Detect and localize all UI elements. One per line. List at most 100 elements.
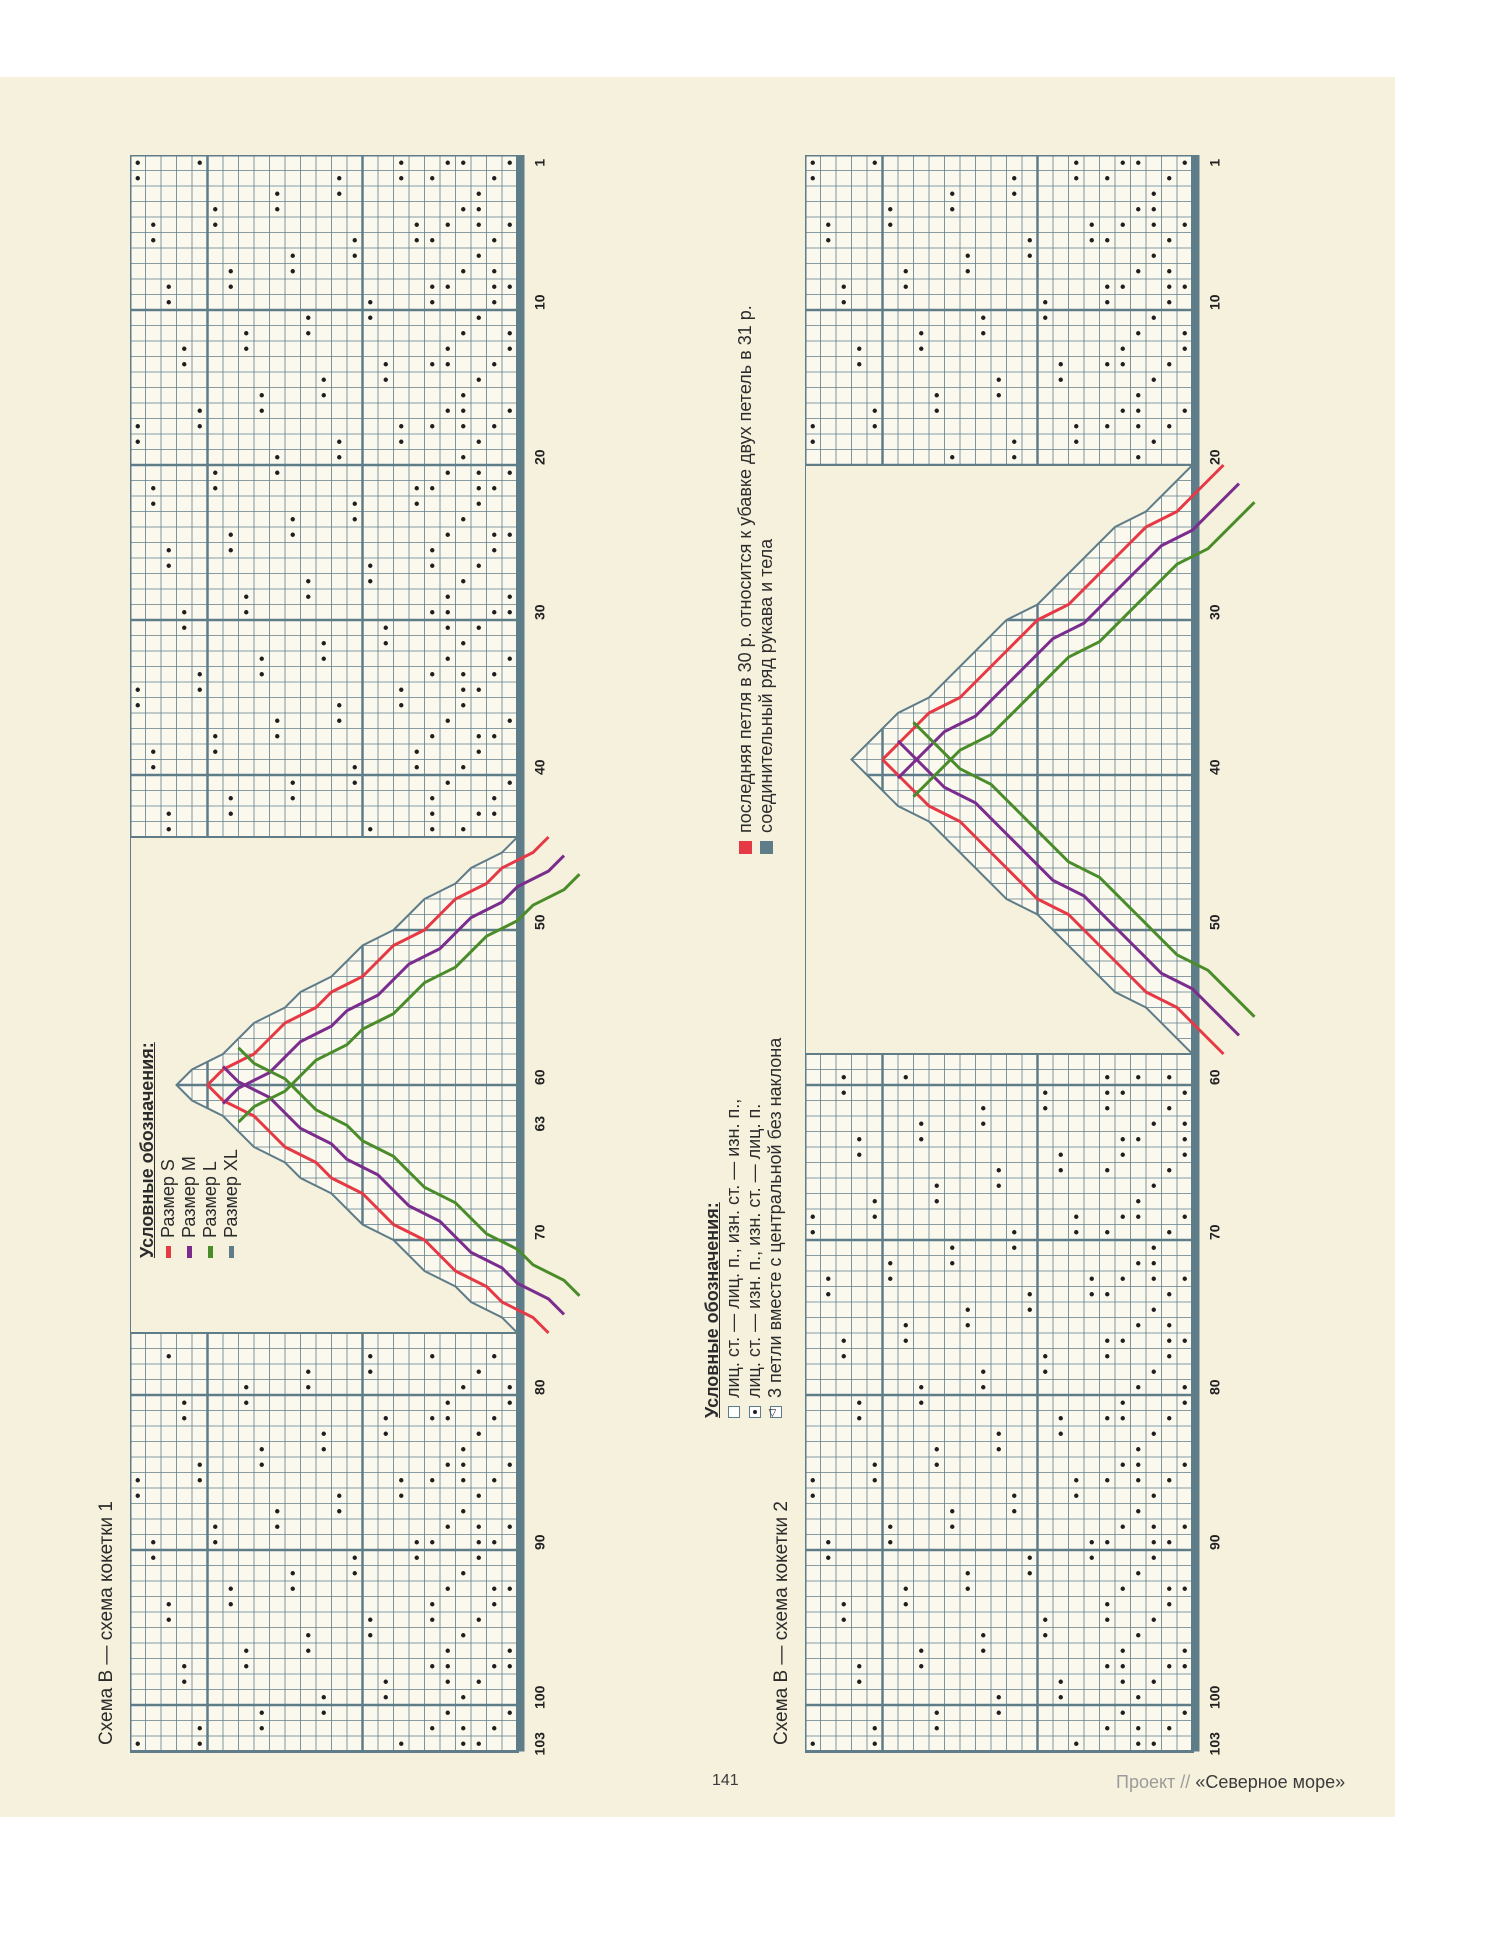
purl-dot: [182, 346, 187, 351]
purl-dot: [383, 1416, 388, 1421]
purl-dot: [414, 238, 419, 243]
purl-dot: [135, 176, 140, 181]
purl-dot: [1136, 160, 1141, 165]
purl-dot: [197, 1741, 202, 1746]
purl-dot: [399, 1741, 404, 1746]
purl-dot: [1182, 1276, 1187, 1281]
purl-dot: [1058, 1695, 1063, 1700]
purl-dot: [461, 269, 466, 274]
purl-dot: [197, 687, 202, 692]
purl-dot: [872, 1726, 877, 1731]
purl-dot: [290, 253, 295, 258]
purl-dot: [1043, 1106, 1048, 1111]
purl-dot: [430, 1726, 435, 1731]
purl-dot: [1182, 1648, 1187, 1653]
purl-dot: [445, 1416, 450, 1421]
joining-row-strip: [1192, 155, 1200, 1752]
purl-dot: [826, 1292, 831, 1297]
purl-dot: [383, 641, 388, 646]
size-line: [912, 721, 1256, 1018]
purl-dot: [1105, 1106, 1110, 1111]
purl-dot: [476, 811, 481, 816]
purl-dot: [445, 1664, 450, 1669]
row-number: 20: [532, 449, 548, 465]
purl-dot: [1151, 1369, 1156, 1374]
purl-dot: [1120, 1524, 1125, 1529]
purl-dot: [1105, 1090, 1110, 1095]
purl-dot: [1105, 1338, 1110, 1343]
purl-dot: [507, 656, 512, 661]
purl-dot: [461, 408, 466, 413]
purl-dot: [1058, 1152, 1063, 1157]
row-number: 30: [1207, 604, 1223, 620]
purl-dot: [492, 1416, 497, 1421]
purl-dot: [1120, 1152, 1125, 1157]
purl-dot: [430, 486, 435, 491]
purl-dot: [151, 238, 156, 243]
purl-dot: [1167, 1540, 1172, 1545]
purl-dot: [996, 377, 1001, 382]
purl-dot: [1167, 424, 1172, 429]
purl-dot: [1074, 1478, 1079, 1483]
size-legend-item: Размер S: [158, 1042, 179, 1258]
purl-dot: [507, 1710, 512, 1715]
purl-dot: [1167, 1354, 1172, 1359]
purl-dot: [166, 1602, 171, 1607]
purl-dot: [1120, 408, 1125, 413]
purl-dot: [507, 780, 512, 785]
purl-dot: [430, 284, 435, 289]
purl-dot: [888, 207, 893, 212]
purl-dot: [981, 1369, 986, 1374]
purl-dot: [337, 176, 342, 181]
purl-dot: [461, 1741, 466, 1746]
purl-dot: [1136, 207, 1141, 212]
purl-dot: [213, 734, 218, 739]
chart-2-title: Схема В — схема кокетки 2: [771, 1500, 792, 1745]
purl-dot: [228, 284, 233, 289]
purl-dot: [826, 222, 831, 227]
purl-dot: [461, 393, 466, 398]
row-number: 40: [532, 759, 548, 775]
purl-dot: [151, 501, 156, 506]
purl-dot: [857, 1400, 862, 1405]
purl-dot: [461, 687, 466, 692]
purl-dot: [461, 827, 466, 832]
purl-dot: [151, 749, 156, 754]
purl-dot: [461, 160, 466, 165]
purl-dot: [872, 1214, 877, 1219]
purl-dot: [996, 1183, 1001, 1188]
purl-dot: [244, 610, 249, 615]
purl-dot: [888, 1261, 893, 1266]
purl-dot: [399, 439, 404, 444]
purl-dot: [841, 284, 846, 289]
purl-dot: [151, 222, 156, 227]
purl-dot: [981, 1648, 986, 1653]
size-line: [237, 873, 581, 1124]
purl-dot: [1136, 455, 1141, 460]
purl-dot: [461, 1695, 466, 1700]
purl-dot: [445, 1524, 450, 1529]
empty-cell-icon: [727, 1406, 740, 1418]
purl-dot: [950, 1524, 955, 1529]
purl-dot: [476, 1741, 481, 1746]
purl-dot: [430, 672, 435, 677]
purl-dot: [841, 1617, 846, 1622]
purl-dot: [965, 1571, 970, 1576]
symbol-legend-heading: Условные обозначения:: [702, 1202, 722, 1418]
purl-dot: [950, 1245, 955, 1250]
purl-dot: [399, 160, 404, 165]
raglan-cutout: [805, 464, 1195, 1055]
purl-dot: [965, 1323, 970, 1328]
page-number: 141: [712, 1772, 739, 1789]
purl-dot: [1182, 346, 1187, 351]
purl-dot: [1151, 1679, 1156, 1684]
purl-dot: [166, 811, 171, 816]
size-line: [881, 758, 1225, 1056]
purl-dot: [1074, 176, 1079, 181]
purl-dot: [1151, 1617, 1156, 1622]
purl-dot: [290, 517, 295, 522]
purl-dot: [213, 749, 218, 754]
purl-dot: [383, 1695, 388, 1700]
purl-dot: [981, 331, 986, 336]
purl-dot: [306, 315, 311, 320]
